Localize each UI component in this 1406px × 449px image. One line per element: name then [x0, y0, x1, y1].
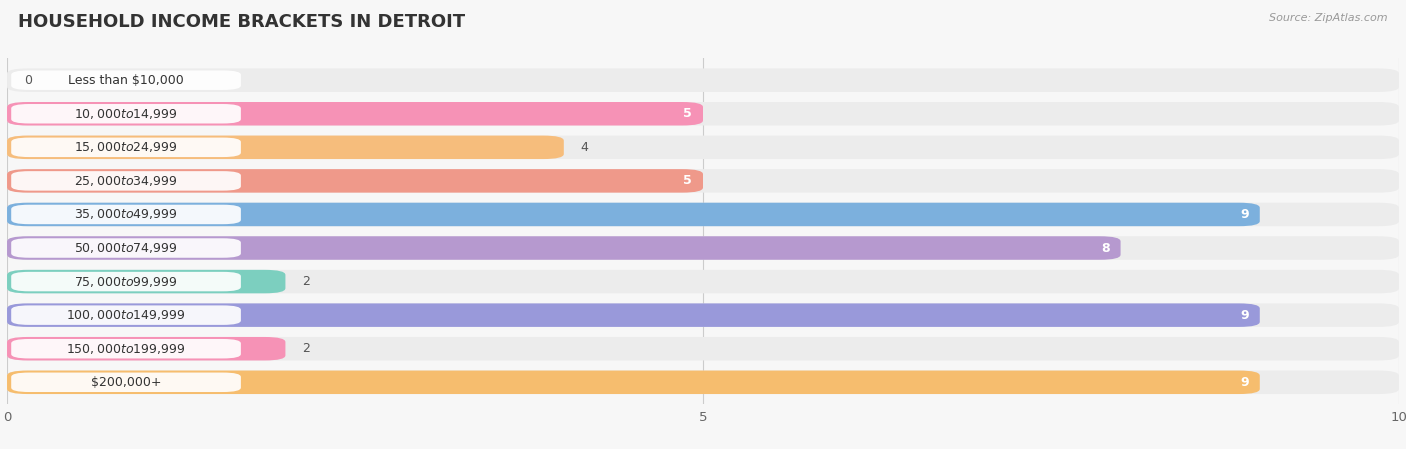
FancyBboxPatch shape — [7, 236, 1121, 260]
Text: 2: 2 — [302, 275, 309, 288]
FancyBboxPatch shape — [11, 70, 240, 90]
FancyBboxPatch shape — [7, 370, 1399, 394]
FancyBboxPatch shape — [11, 104, 240, 123]
FancyBboxPatch shape — [7, 370, 1260, 394]
FancyBboxPatch shape — [7, 102, 703, 126]
Text: 5: 5 — [683, 107, 692, 120]
Text: $200,000+: $200,000+ — [91, 376, 162, 389]
FancyBboxPatch shape — [7, 202, 1260, 226]
FancyBboxPatch shape — [7, 202, 1399, 226]
FancyBboxPatch shape — [11, 339, 240, 358]
Text: HOUSEHOLD INCOME BRACKETS IN DETROIT: HOUSEHOLD INCOME BRACKETS IN DETROIT — [18, 13, 465, 31]
FancyBboxPatch shape — [7, 169, 703, 193]
Text: $50,000 to $74,999: $50,000 to $74,999 — [75, 241, 177, 255]
Text: 9: 9 — [1240, 376, 1249, 389]
FancyBboxPatch shape — [7, 270, 285, 293]
FancyBboxPatch shape — [11, 238, 240, 258]
FancyBboxPatch shape — [7, 169, 1399, 193]
Text: $100,000 to $149,999: $100,000 to $149,999 — [66, 308, 186, 322]
FancyBboxPatch shape — [7, 337, 1399, 361]
Text: $25,000 to $34,999: $25,000 to $34,999 — [75, 174, 177, 188]
FancyBboxPatch shape — [11, 373, 240, 392]
Text: 9: 9 — [1240, 208, 1249, 221]
FancyBboxPatch shape — [7, 304, 1399, 327]
FancyBboxPatch shape — [11, 171, 240, 191]
Text: $75,000 to $99,999: $75,000 to $99,999 — [75, 275, 177, 289]
Text: $150,000 to $199,999: $150,000 to $199,999 — [66, 342, 186, 356]
FancyBboxPatch shape — [7, 68, 1399, 92]
Text: 0: 0 — [24, 74, 32, 87]
FancyBboxPatch shape — [11, 272, 240, 291]
FancyBboxPatch shape — [7, 236, 1399, 260]
Text: $15,000 to $24,999: $15,000 to $24,999 — [75, 141, 177, 154]
FancyBboxPatch shape — [11, 305, 240, 325]
Text: 5: 5 — [683, 174, 692, 187]
FancyBboxPatch shape — [11, 137, 240, 157]
Text: $10,000 to $14,999: $10,000 to $14,999 — [75, 107, 177, 121]
Text: 9: 9 — [1240, 308, 1249, 321]
FancyBboxPatch shape — [7, 337, 285, 361]
Text: $35,000 to $49,999: $35,000 to $49,999 — [75, 207, 177, 221]
FancyBboxPatch shape — [7, 270, 1399, 293]
Text: Source: ZipAtlas.com: Source: ZipAtlas.com — [1270, 13, 1388, 23]
Text: 4: 4 — [581, 141, 588, 154]
FancyBboxPatch shape — [7, 304, 1260, 327]
FancyBboxPatch shape — [7, 102, 1399, 126]
Text: 8: 8 — [1101, 242, 1109, 255]
Text: 2: 2 — [302, 342, 309, 355]
FancyBboxPatch shape — [7, 136, 1399, 159]
Text: Less than $10,000: Less than $10,000 — [67, 74, 184, 87]
FancyBboxPatch shape — [11, 205, 240, 224]
FancyBboxPatch shape — [7, 136, 564, 159]
